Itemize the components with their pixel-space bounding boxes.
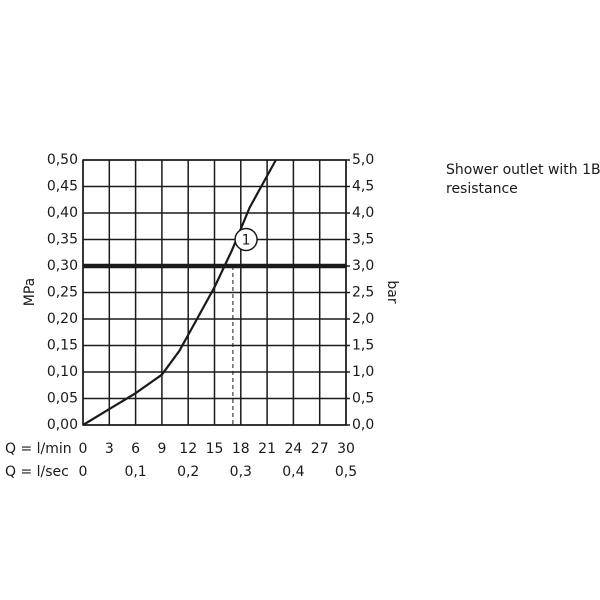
- curve: [82, 159, 277, 426]
- y2-tick-label: 1,5: [352, 338, 374, 354]
- x-tick-label: 30: [337, 441, 355, 457]
- y-tick-label: 0,15: [47, 338, 78, 354]
- x2-axis-label: Q = l/sec: [5, 464, 69, 480]
- annotation: Shower outlet with 1B-: [446, 162, 600, 178]
- y-tick-label: 0,40: [47, 205, 78, 221]
- plot-frame: [82, 159, 347, 426]
- x-tick-label: 24: [284, 441, 302, 457]
- y2-tick-label: 0,5: [352, 391, 374, 407]
- y2-tick-label: 1,0: [352, 364, 374, 380]
- y-tick-label: 0,20: [47, 311, 78, 327]
- y2-tick-label: 2,5: [352, 285, 374, 301]
- y-tick-label: 0,45: [47, 179, 78, 195]
- x-tick-label: 27: [311, 441, 329, 457]
- y2-tick-label: 0,0: [352, 417, 374, 433]
- x2-tick-label: 0,3: [230, 464, 252, 480]
- y-tick-label: 0,35: [47, 232, 78, 248]
- y2-tick-label: 3,0: [352, 258, 374, 274]
- y2-tick-label: 5,0: [352, 152, 374, 168]
- y2-tick-label: 3,5: [352, 232, 374, 248]
- y-tick-label: 0,50: [47, 152, 78, 168]
- marker-label: 1: [242, 233, 251, 249]
- x-tick-label: 6: [131, 441, 140, 457]
- y2-axis-label: bar: [384, 280, 400, 303]
- x2-tick-label: 0,4: [282, 464, 304, 480]
- x-tick-label: 3: [105, 441, 114, 457]
- x-tick-label: 15: [206, 441, 224, 457]
- marker: [234, 227, 258, 252]
- x-tick-label: 18: [232, 441, 250, 457]
- y-axis-label: MPa: [22, 278, 38, 306]
- y-tick-label: 0,25: [47, 285, 78, 301]
- x2-tick-label: 0,5: [335, 464, 357, 480]
- y2-tick-label: 4,0: [352, 205, 374, 221]
- y-tick-label: 0,05: [47, 391, 78, 407]
- x2-tick-label: 0,2: [177, 464, 199, 480]
- x-axis-label: Q = l/min: [5, 441, 72, 457]
- x-tick-label: 0: [79, 441, 88, 457]
- y2-tick-label: 4,5: [352, 179, 374, 195]
- y-tick-label: 0,30: [47, 258, 78, 274]
- annotation: resistance: [446, 181, 518, 197]
- x2-tick-label: 0,1: [124, 464, 146, 480]
- y2-tick-label: 2,0: [352, 311, 374, 327]
- x-tick-label: 12: [179, 441, 197, 457]
- y-tick-label: 0,10: [47, 364, 78, 380]
- y-tick-label: 0,00: [47, 417, 78, 433]
- x-tick-label: 21: [258, 441, 276, 457]
- x-tick-label: 9: [157, 441, 166, 457]
- x2-tick-label: 0: [79, 464, 88, 480]
